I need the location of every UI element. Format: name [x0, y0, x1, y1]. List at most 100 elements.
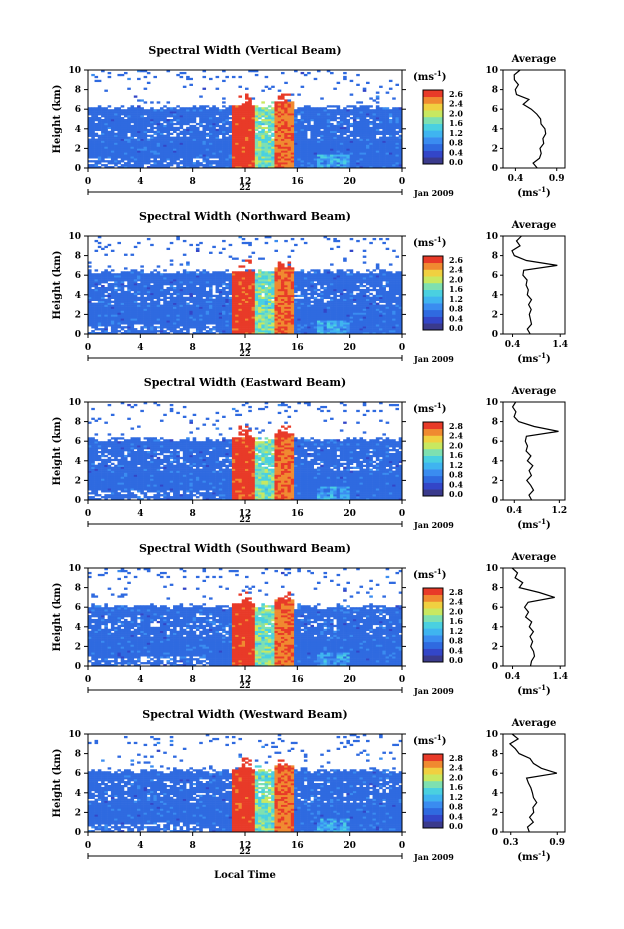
heatmap-cell — [254, 332, 259, 335]
heatmap-cell — [186, 310, 190, 313]
heatmap-cell — [320, 154, 324, 157]
heatmap-cell — [336, 324, 341, 327]
heatmap-cell — [192, 115, 197, 118]
heatmap-cell — [369, 162, 373, 165]
heatmap-cell — [156, 322, 161, 325]
heatmap-cell — [369, 308, 373, 311]
heatmap-cell — [366, 150, 370, 153]
heatmap-cell — [133, 332, 138, 335]
heatmap-cell — [186, 322, 190, 325]
heatmap-cell — [241, 142, 246, 145]
heatmap-cell — [176, 314, 180, 317]
heatmap-cell — [127, 302, 131, 305]
heatmap-cell — [366, 119, 370, 122]
heatmap-cell — [320, 292, 324, 296]
heatmap-cell — [228, 109, 233, 112]
heatmap-cell — [356, 122, 360, 126]
heatmap-cell — [284, 120, 288, 124]
heatmap-cell — [104, 326, 108, 329]
heatmap-cell — [215, 316, 220, 319]
heatmap-cell — [366, 296, 370, 300]
heatmap-cell — [238, 296, 243, 300]
heatmap-cell — [182, 316, 187, 319]
heatmap-cell — [120, 136, 125, 139]
heatmap-cell — [222, 154, 226, 157]
heatmap-cell — [104, 148, 108, 151]
heatmap-cell — [287, 304, 292, 307]
heatmap-cell — [91, 330, 95, 333]
heatmap-cell — [290, 119, 295, 122]
heatmap-cell — [385, 300, 390, 303]
heatmap-cell — [271, 310, 275, 313]
heatmap-cell — [146, 304, 151, 307]
heatmap-cell — [150, 290, 154, 294]
heatmap-cell — [212, 120, 216, 124]
heatmap-cell — [323, 128, 328, 132]
heatmap-cell — [245, 134, 249, 137]
heatmap-cell — [254, 140, 259, 143]
heatmap-cell — [169, 298, 174, 301]
heatmap-cell — [307, 318, 311, 321]
heatmap-cell — [320, 144, 324, 147]
heatmap-cell — [392, 119, 396, 122]
heatmap-cell — [94, 322, 99, 325]
heatmap-cell — [199, 318, 203, 321]
heatmap-cell — [375, 101, 380, 104]
heatmap-cell — [228, 148, 233, 151]
heatmap-cell — [195, 148, 200, 151]
heatmap-cell — [110, 126, 115, 130]
heatmap-cell — [352, 332, 357, 335]
heatmap-cell — [284, 152, 288, 155]
heatmap-cell — [366, 154, 370, 157]
heatmap-cell — [251, 128, 256, 132]
heatmap-cell — [300, 316, 305, 319]
heatmap-cell — [140, 326, 144, 329]
heatmap-cell — [336, 300, 341, 303]
heatmap-cell — [284, 166, 288, 169]
heatmap-cell — [241, 120, 246, 124]
heatmap-cell — [209, 306, 213, 309]
heatmap-cell — [316, 320, 321, 323]
heatmap-cell — [120, 113, 125, 116]
heatmap-cell — [97, 144, 102, 147]
average-y-tick-label: 2 — [492, 144, 498, 154]
heatmap-cell — [385, 314, 390, 317]
heatmap-cell — [320, 156, 324, 159]
heatmap-cell — [182, 322, 187, 325]
heatmap-cell — [114, 120, 118, 124]
heatmap-cell — [117, 318, 122, 321]
heatmap-cell — [382, 109, 386, 112]
heatmap-cell — [385, 107, 390, 110]
heatmap-cell — [359, 306, 364, 309]
heatmap-cell — [189, 119, 193, 122]
heatmap-cell — [182, 138, 187, 141]
heatmap-cell — [231, 320, 236, 323]
heatmap-cell — [225, 160, 229, 163]
heatmap-cell — [91, 314, 95, 317]
heatmap-cell — [349, 296, 354, 300]
heatmap-cell — [202, 75, 207, 79]
heatmap-cell — [182, 117, 187, 120]
heatmap-cell — [258, 160, 262, 163]
heatmap-cell — [375, 119, 380, 122]
heatmap-cell — [195, 146, 200, 149]
heatmap-cell — [330, 162, 334, 165]
heatmap-cell — [258, 332, 262, 335]
heatmap-cell — [398, 160, 403, 163]
heatmap-cell — [130, 119, 135, 122]
heatmap-cell — [235, 310, 239, 313]
heatmap-cell — [235, 130, 239, 134]
heatmap-cell — [248, 132, 252, 135]
heatmap-cell — [137, 150, 141, 153]
heatmap-cell — [264, 298, 269, 301]
heatmap-cell — [294, 138, 298, 141]
heatmap-cell — [267, 296, 272, 300]
heatmap-cell — [212, 332, 216, 335]
heatmap-cell — [218, 138, 223, 141]
heatmap-cell — [366, 144, 370, 147]
heatmap-cell — [192, 318, 197, 321]
heatmap-cell — [280, 134, 285, 137]
heatmap-cell — [228, 142, 233, 145]
heatmap-cell — [127, 156, 131, 159]
heatmap-cell — [271, 142, 275, 145]
